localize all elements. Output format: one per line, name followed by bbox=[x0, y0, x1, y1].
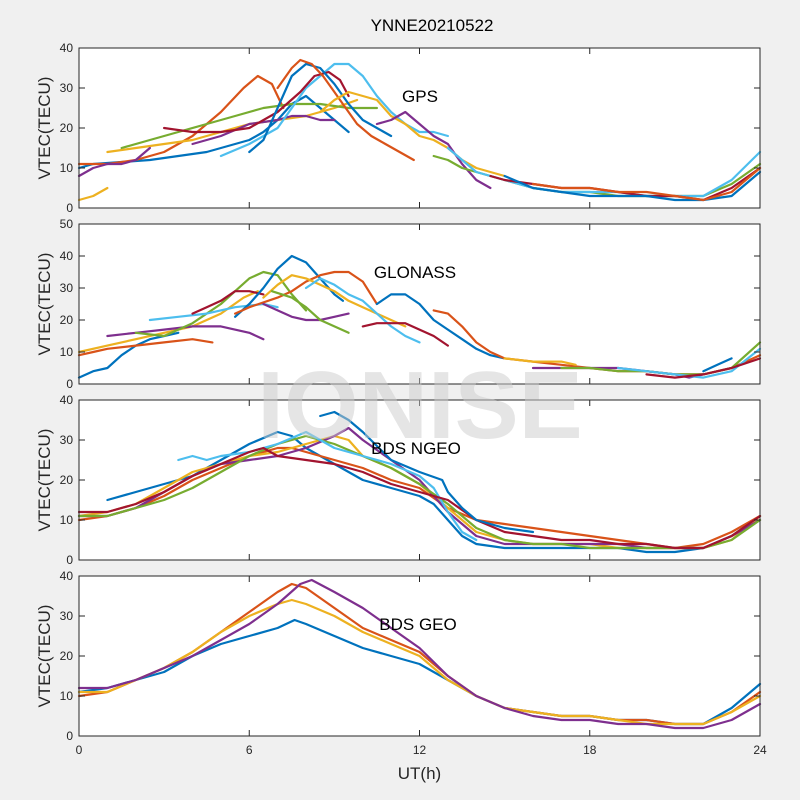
series-line-7 bbox=[191, 290, 265, 315]
y-tick-label: 20 bbox=[60, 649, 74, 663]
x-tick-label: 6 bbox=[246, 743, 253, 757]
y-tick-label: 40 bbox=[60, 249, 74, 263]
series-line-17 bbox=[77, 186, 109, 202]
axes-panel-3: 0 10 20 30 40 VTEC(TECU) BDS NGEO bbox=[35, 393, 762, 567]
series-line-16 bbox=[531, 166, 762, 202]
series-line-13 bbox=[304, 277, 421, 344]
panel-label: BDS GEO bbox=[379, 615, 456, 634]
y-tick-label: 0 bbox=[66, 201, 73, 215]
series-line-18 bbox=[77, 146, 151, 178]
x-tick-label: 0 bbox=[76, 743, 83, 757]
y-tick-label: 20 bbox=[60, 473, 74, 487]
series-line-9 bbox=[234, 270, 378, 315]
series-line-5 bbox=[120, 102, 378, 150]
series-group bbox=[77, 254, 762, 379]
series-group bbox=[77, 410, 762, 554]
series-group bbox=[77, 58, 762, 202]
series-line-7 bbox=[163, 70, 350, 134]
series-line-6 bbox=[177, 430, 478, 542]
y-tick-label: 30 bbox=[60, 81, 74, 95]
series-line-4 bbox=[77, 578, 762, 730]
x-tick-label: 18 bbox=[583, 743, 597, 757]
watermark: IONISE bbox=[257, 352, 582, 459]
series-group bbox=[77, 578, 762, 730]
panel-label: BDS NGEO bbox=[371, 439, 461, 458]
x-tick-label: 24 bbox=[753, 743, 767, 757]
y-tick-label: 10 bbox=[60, 345, 74, 359]
series-line-21 bbox=[645, 357, 762, 379]
y-axis-label: VTEC(TECU) bbox=[35, 77, 54, 180]
axes-panel-4: 0 10 20 30 40 0 6 12 18 24 UT(h) VTEC(TECU) BDS GEO bbox=[35, 569, 767, 783]
series-line-11 bbox=[375, 110, 492, 190]
series-line-14 bbox=[361, 322, 449, 347]
series-line-8 bbox=[319, 410, 535, 534]
y-tick-label: 20 bbox=[60, 121, 74, 135]
y-tick-label: 40 bbox=[60, 569, 74, 583]
y-axis-label: VTEC(TECU) bbox=[35, 253, 54, 356]
series-line-15 bbox=[375, 293, 506, 360]
x-axis-label: UT(h) bbox=[398, 764, 441, 783]
series-line-22 bbox=[702, 357, 733, 373]
series-line-5 bbox=[134, 270, 308, 338]
series-line-15 bbox=[503, 170, 762, 202]
y-tick-label: 10 bbox=[60, 161, 74, 175]
series-line-6 bbox=[219, 62, 449, 158]
panel-label: GLONASS bbox=[374, 263, 456, 282]
series-line-2 bbox=[77, 338, 214, 357]
y-tick-label: 50 bbox=[60, 217, 74, 231]
series-line-5 bbox=[77, 434, 762, 550]
series-line-9 bbox=[276, 58, 415, 162]
y-axis-label: VTEC(TECU) bbox=[35, 429, 54, 532]
y-tick-label: 30 bbox=[60, 281, 74, 295]
y-tick-label: 40 bbox=[60, 41, 74, 55]
y-axis-label: VTEC(TECU) bbox=[35, 605, 54, 708]
y-tick-label: 0 bbox=[66, 729, 73, 743]
axes-panel-2: 0 10 20 30 40 50 VTEC(TECU) GLONASS bbox=[35, 217, 762, 391]
axes-panel-1: 0 10 20 30 40 VTEC(TECU) GPS bbox=[35, 41, 762, 215]
series-line-10 bbox=[319, 90, 506, 178]
series-line-17 bbox=[503, 357, 577, 366]
y-tick-label: 30 bbox=[60, 609, 74, 623]
plot-area bbox=[79, 48, 760, 208]
series-line-7 bbox=[77, 446, 762, 550]
series-line-10 bbox=[262, 274, 407, 328]
y-tick-label: 20 bbox=[60, 313, 74, 327]
series-line-8 bbox=[248, 62, 393, 154]
y-tick-label: 0 bbox=[66, 553, 73, 567]
y-tick-label: 10 bbox=[60, 513, 74, 527]
series-line-12 bbox=[270, 290, 350, 334]
y-tick-label: 0 bbox=[66, 377, 73, 391]
y-tick-label: 10 bbox=[60, 689, 74, 703]
figure-title: YNNE20210522 bbox=[371, 16, 494, 35]
y-tick-label: 40 bbox=[60, 393, 74, 407]
x-tick-label: 12 bbox=[413, 743, 427, 757]
panel-label: GPS bbox=[402, 87, 438, 106]
series-line-13 bbox=[446, 146, 762, 198]
y-tick-label: 30 bbox=[60, 433, 74, 447]
series-line-11 bbox=[262, 302, 350, 322]
